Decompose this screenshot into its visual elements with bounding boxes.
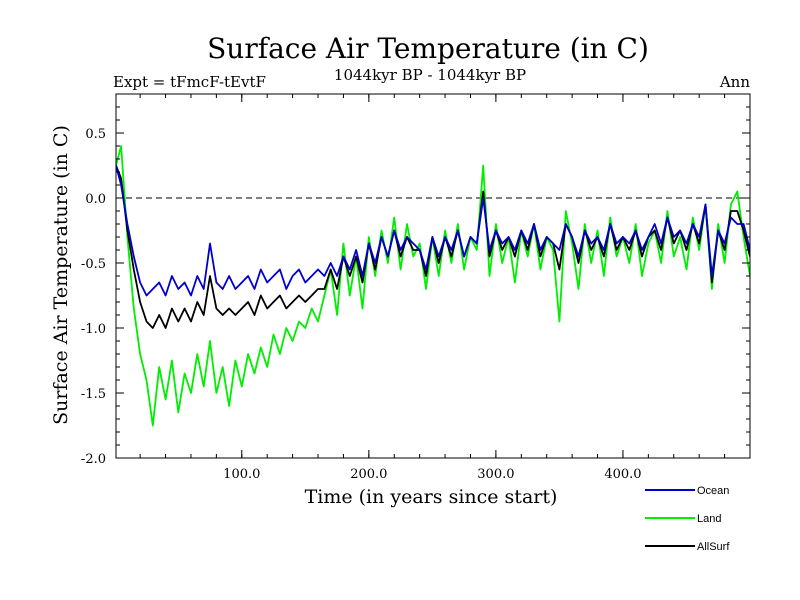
x-axis-label: Time (in years since start): [305, 486, 558, 508]
x-tick-label: 300.0: [477, 467, 514, 482]
season-label: Ann: [719, 73, 750, 91]
series-layer: [116, 145, 750, 427]
x-tick-label: 400.0: [604, 467, 641, 482]
series-line-ocean: [116, 165, 750, 297]
legend-label-land: Land: [697, 513, 721, 525]
y-tick-label: -2.0: [81, 452, 106, 467]
y-tick-label: -1.5: [81, 387, 106, 402]
x-tick-label: 200.0: [350, 467, 387, 482]
y-tick-label: 0.0: [85, 192, 106, 207]
legend-label-ocean: Ocean: [697, 485, 729, 497]
y-tick-label: -0.5: [81, 257, 106, 272]
legend: Ocean Land AllSurf: [645, 485, 730, 553]
experiment-label: Expt = tFmcF-tEvtF: [113, 73, 266, 91]
x-tick-label: 100.0: [223, 467, 260, 482]
plot-frame: [115, 93, 751, 459]
y-tick-label: -1.0: [81, 322, 106, 337]
tick-layer: 0.5 0.0 -0.5 -1.0 -1.5 -2.0 100.0 200.0 300.0 400…: [81, 93, 750, 482]
legend-label-allsurf: AllSurf: [697, 541, 730, 553]
y-axis-label: Surface Air Temperature (in C): [50, 125, 72, 425]
y-tick-label: 0.5: [85, 127, 106, 142]
time-range-label: 1044kyr BP - 1044kyr BP: [334, 66, 526, 84]
chart-title: Surface Air Temperature (in C): [207, 32, 649, 65]
